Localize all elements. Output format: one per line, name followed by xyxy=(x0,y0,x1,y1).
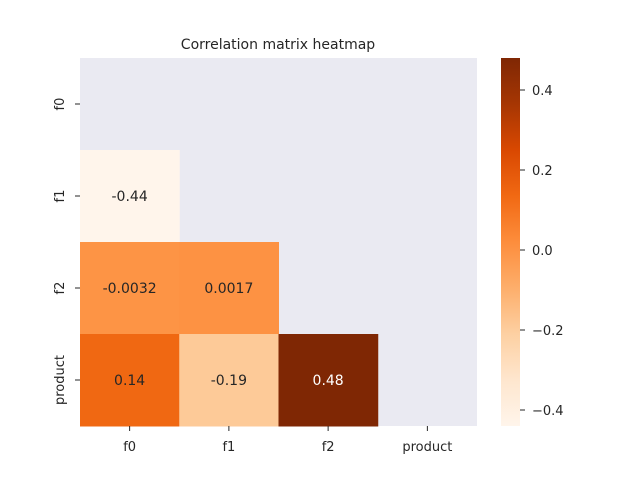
y-tick-label: f1 xyxy=(53,190,68,203)
colorbar-tick-label: −0.4 xyxy=(532,404,564,419)
heatmap-cell xyxy=(179,242,279,335)
heatmap-cell-label: 0.14 xyxy=(114,373,145,389)
x-tick-label: f2 xyxy=(322,440,335,455)
heatmap-cell-label: 0.48 xyxy=(313,373,344,389)
heatmap-cell xyxy=(179,334,279,427)
colorbar-tick-label: −0.2 xyxy=(532,324,564,339)
heatmap-cells xyxy=(80,150,379,427)
heatmap-cell xyxy=(80,150,180,243)
y-tick-label: f2 xyxy=(53,282,68,295)
colorbar-ticks: 0.4 0.2 0.0 −0.2 −0.4 xyxy=(520,84,564,419)
heatmap-cell xyxy=(80,242,180,335)
x-tick-label: f0 xyxy=(123,440,136,455)
x-axis-ticks: f0 f1 f2 product xyxy=(123,426,452,455)
colorbar xyxy=(501,58,520,426)
chart-title: Correlation matrix heatmap xyxy=(181,37,376,53)
colorbar-tick-label: 0.0 xyxy=(532,244,553,259)
x-tick-label: f1 xyxy=(222,440,235,455)
y-tick-label: product xyxy=(53,355,68,405)
heatmap-cell xyxy=(278,334,379,427)
y-tick-label: f0 xyxy=(53,98,68,111)
colorbar-tick-label: 0.2 xyxy=(532,164,553,179)
heatmap-cell-label: -0.19 xyxy=(211,373,247,389)
colorbar-tick-label: 0.4 xyxy=(532,84,553,99)
heatmap-cell-labels: -0.44 -0.0032 0.0017 0.14 -0.19 0.48 xyxy=(103,189,344,389)
heatmap-cell-label: 0.0017 xyxy=(204,281,253,297)
x-tick-label: product xyxy=(402,440,452,455)
heatmap-cell-label: -0.0032 xyxy=(103,281,157,297)
heatmap-cell xyxy=(80,334,180,427)
heatmap-cell-label: -0.44 xyxy=(112,189,148,205)
y-axis-ticks: f0 f1 f2 product xyxy=(53,98,80,405)
